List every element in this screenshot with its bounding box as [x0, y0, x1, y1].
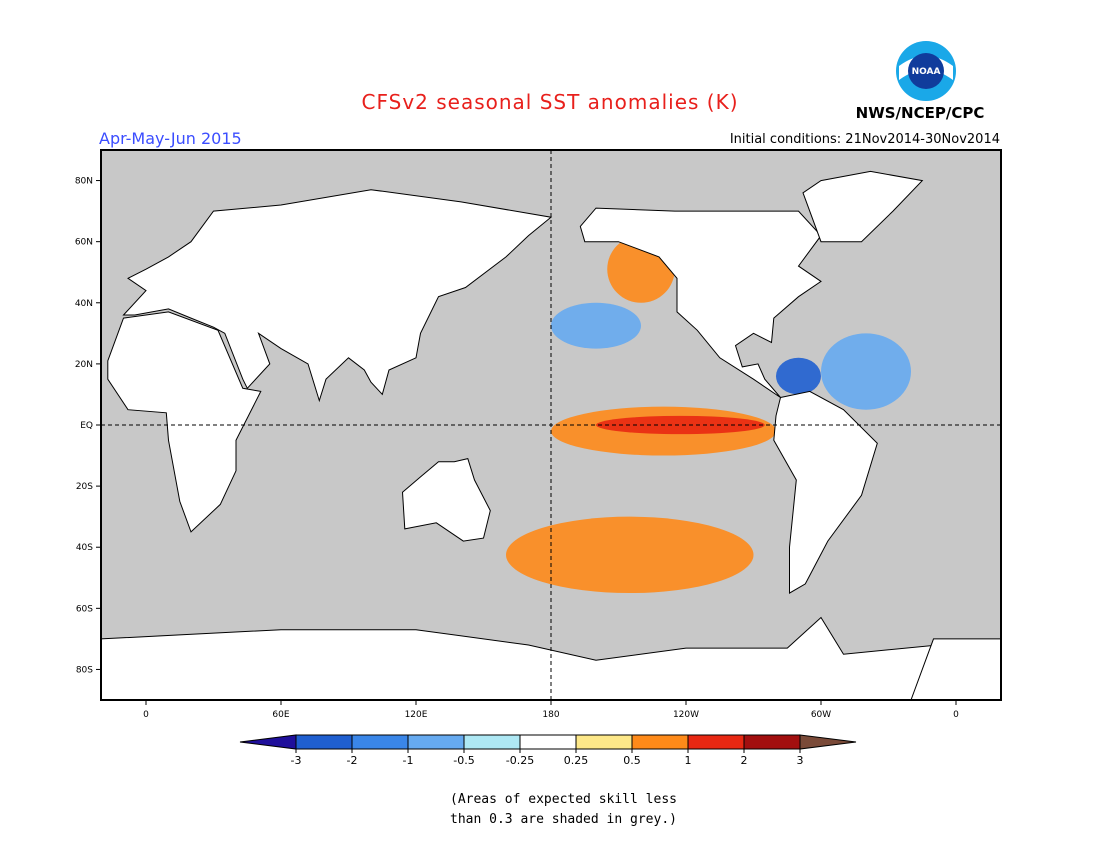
colorbar-segment-8	[687, 734, 745, 750]
lat-tick-label-7: 60S	[76, 604, 93, 614]
colorbar-segment-2	[351, 734, 409, 750]
lon-tick-label-0: 0	[143, 710, 149, 720]
colorbar-segment-1	[295, 734, 353, 750]
colorbar-tick-label-7: 1	[685, 754, 692, 767]
colorbar-segment-9	[743, 734, 801, 750]
colorbar-cap-high	[799, 734, 857, 750]
lon-tick-label-3: 180	[542, 710, 559, 720]
continent-3	[579, 207, 822, 398]
season-label: Apr-May-Jun 2015	[99, 129, 242, 148]
colorbar-segment-4	[463, 734, 521, 750]
colorbar-segment-6	[575, 734, 633, 750]
lon-tick-label-1: 60E	[272, 710, 289, 720]
anomaly-region-1	[596, 415, 765, 435]
continent-4	[773, 390, 878, 594]
lat-tick-label-3: 20N	[75, 360, 93, 370]
chart-title: CFSv2 seasonal SST anomalies (K)	[361, 90, 739, 114]
colorbar-tick-label-0: -3	[291, 754, 302, 767]
colorbar-tick-label-4: -0.25	[506, 754, 534, 767]
colorbar-tick-label-3: -0.5	[453, 754, 474, 767]
colorbar-segment-7	[631, 734, 689, 750]
continent-2	[401, 458, 491, 542]
continent-0	[122, 189, 553, 403]
lat-tick-label-5: 20S	[76, 482, 93, 492]
lat-tick-label-2: 40N	[75, 299, 93, 309]
colorbar-tick-label-6: 0.5	[623, 754, 641, 767]
lat-tick-label-1: 60N	[75, 238, 93, 248]
anomaly-region-3	[551, 302, 641, 349]
footnote: (Areas of expected skill less than 0.3 a…	[450, 790, 750, 830]
anomaly-region-4	[776, 357, 821, 395]
anomaly-region-5	[821, 333, 911, 410]
colorbar-tick-label-9: 3	[797, 754, 804, 767]
initial-conditions: Initial conditions: 21Nov2014-30Nov2014	[729, 132, 1000, 147]
lon-tick-label-6: 0	[953, 710, 959, 720]
lon-tick-label-5: 60W	[811, 710, 831, 720]
lon-tick-label-4: 120W	[673, 710, 699, 720]
lat-tick-label-6: 40S	[76, 543, 93, 553]
logo-text: NOAA	[912, 67, 941, 77]
colorbar-tick-label-2: -1	[403, 754, 414, 767]
lat-tick-label-0: 80N	[75, 177, 93, 187]
lat-tick-label-8: 80S	[76, 665, 93, 675]
organization-label: NWS/NCEP/CPC	[855, 104, 985, 122]
colorbar-segment-5	[519, 734, 577, 750]
colorbar-segment-3	[407, 734, 465, 750]
lat-tick-label-4: EQ	[80, 421, 93, 431]
footnote-line-1: (Areas of expected skill less	[450, 792, 677, 807]
colorbar-cap-low	[239, 734, 297, 750]
colorbar-tick-label-5: 0.25	[564, 754, 589, 767]
noaa-logo: NOAA	[896, 41, 956, 101]
continent-1	[107, 311, 262, 533]
anomaly-region-6	[506, 516, 754, 594]
colorbar-tick-label-1: -2	[347, 754, 358, 767]
footnote-line-2: than 0.3 are shaded in grey.)	[450, 812, 677, 827]
colorbar-tick-label-8: 2	[741, 754, 748, 767]
continent-5	[802, 170, 924, 243]
lon-tick-label-2: 120E	[405, 710, 428, 720]
